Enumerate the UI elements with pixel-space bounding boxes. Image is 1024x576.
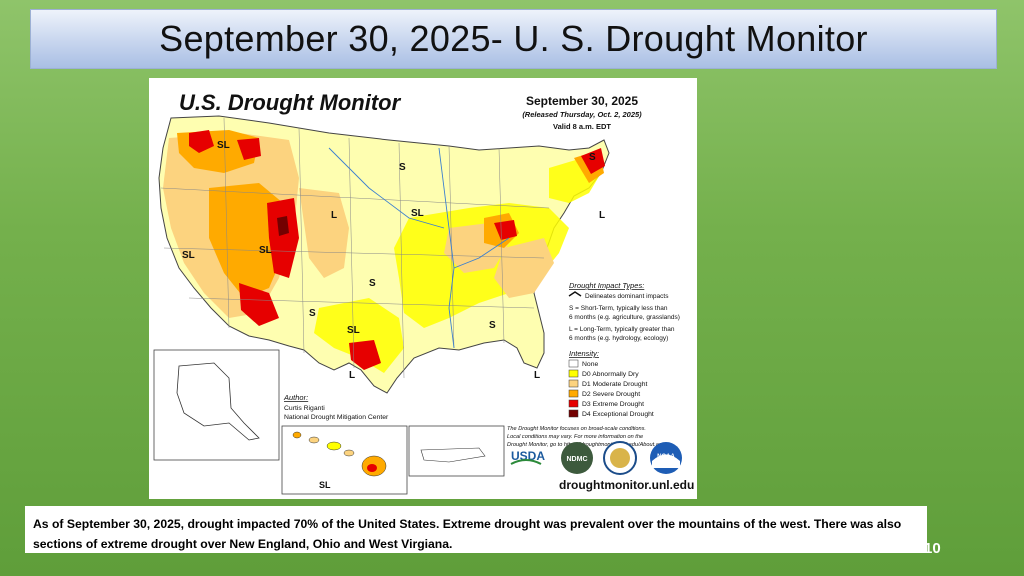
puerto-rico-shape: [420, 447, 486, 463]
legend-swatch-d0: [568, 369, 579, 378]
slide-number: 10: [924, 540, 941, 557]
author-org: National Drought Mitigation Center: [284, 414, 389, 421]
impact-label-s-3: S: [309, 308, 316, 319]
impact-label-sl-1: SL: [217, 140, 230, 151]
d1-appalachia-region: [494, 238, 554, 298]
impact-label-s-1: S: [399, 162, 406, 173]
impact-label-l-1: L: [331, 210, 337, 221]
legend-swatch-d1: [568, 379, 579, 388]
d3-texas: [349, 340, 381, 370]
impact-label-s-4: S: [369, 278, 376, 289]
hawaii-islands: [292, 431, 387, 477]
author-name: Curtis Riganti: [284, 405, 325, 412]
impact-label-sl-3: SL: [182, 250, 195, 261]
impact-label-sl-4: SL: [259, 245, 272, 256]
legend-label-d0: D0 Abnormally Dry: [582, 371, 639, 378]
d3-utah: [267, 198, 299, 278]
hawaii-inset-frame: [281, 425, 408, 495]
impact-delineates: Delineates dominant impacts: [585, 293, 669, 300]
impact-short-2: 6 months (e.g. agriculture, grasslands): [569, 314, 680, 321]
svg-text:NOAA: NOAA: [657, 454, 675, 460]
note-line-2: Local conditions may vary. For more info…: [507, 434, 643, 440]
note-line-1: The Drought Monitor focuses on broad-sca…: [507, 426, 646, 432]
impact-label-s-2: S: [589, 152, 596, 163]
legend-label-d2: D2 Severe Drought: [582, 391, 640, 398]
map-released: (Released Thursday, Oct. 2, 2025): [522, 110, 642, 119]
impact-types-title: Drought Impact Types:: [569, 281, 644, 290]
rivers: [328, 147, 510, 349]
impact-long-2: 6 months (e.g. hydrology, ecology): [569, 335, 668, 342]
note-line-3: Drought Monitor, go to https://droughtmo…: [507, 442, 668, 448]
legend-swatch-d3: [568, 399, 579, 408]
ndmc-logo: NDMC: [561, 442, 593, 474]
state-borders: [160, 117, 550, 379]
impact-label-l-4: L: [534, 370, 540, 381]
drought-map-graphic: SL S L SL SL SL S L SL S L S S L U.S. Dr…: [153, 90, 694, 495]
legend-swatch-d2: [568, 389, 579, 398]
website-url: droughtmonitor.unl.edu: [559, 478, 694, 492]
impact-label-l-3: L: [349, 370, 355, 381]
d3-pacific-nw: [189, 130, 214, 153]
svg-text:NDMC: NDMC: [567, 456, 588, 463]
noaa-logo: NOAA: [650, 442, 682, 474]
d4-utah: [277, 216, 289, 236]
impact-label-sl-2: SL: [411, 208, 424, 219]
legend-swatch-d4: [568, 409, 579, 418]
caption-box: As of September 30, 2025, drought impact…: [25, 506, 927, 553]
d1-plains-region: [299, 188, 349, 278]
impact-long-1: L = Long-Term, typically greater than: [569, 326, 675, 333]
hawaii-impact-label: SL: [319, 480, 331, 490]
legend-label-d1: D1 Moderate Drought: [582, 381, 647, 388]
intensity-title: Intensity:: [569, 349, 599, 358]
legend-label-d4: D4 Exceptional Drought: [582, 411, 654, 418]
impact-short-1: S = Short-Term, typically less than: [569, 305, 668, 312]
caption-text: As of September 30, 2025, drought impact…: [33, 517, 902, 551]
impact-line-icon: [568, 291, 582, 297]
legend-label-none: None: [582, 361, 598, 368]
d3-ohio: [494, 220, 517, 240]
legend-label-d3: D3 Extreme Drought: [582, 401, 644, 408]
alaska-shape: [176, 362, 260, 441]
map-heading: U.S. Drought Monitor: [179, 90, 402, 115]
slide-title: September 30, 2025- U. S. Drought Monito…: [159, 18, 868, 59]
drought-monitor-map: SL S L SL SL SL S L SL S L S S L U.S. Dr…: [149, 78, 697, 499]
author-label: Author:: [283, 393, 308, 402]
slide-title-bar: September 30, 2025- U. S. Drought Monito…: [30, 9, 997, 69]
d3-idaho: [237, 138, 261, 160]
impact-label-s-5: S: [489, 320, 496, 331]
impact-label-sl-5: SL: [347, 325, 360, 336]
doc-seal-logo: [603, 441, 637, 475]
intensity-legend: None D0 Abnormally Dry D1 Moderate Droug…: [568, 359, 654, 418]
d3-arizona: [239, 283, 279, 326]
d0-southwest-region: [314, 298, 404, 373]
usda-logo: USDA: [510, 449, 545, 465]
svg-text:USDA: USDA: [511, 449, 545, 463]
impact-label-l-2: L: [599, 210, 605, 221]
map-date: September 30, 2025: [526, 94, 638, 108]
d3-newengland: [581, 148, 605, 174]
map-valid: Valid 8 a.m. EDT: [553, 122, 611, 131]
legend-swatch-none: [568, 359, 579, 368]
